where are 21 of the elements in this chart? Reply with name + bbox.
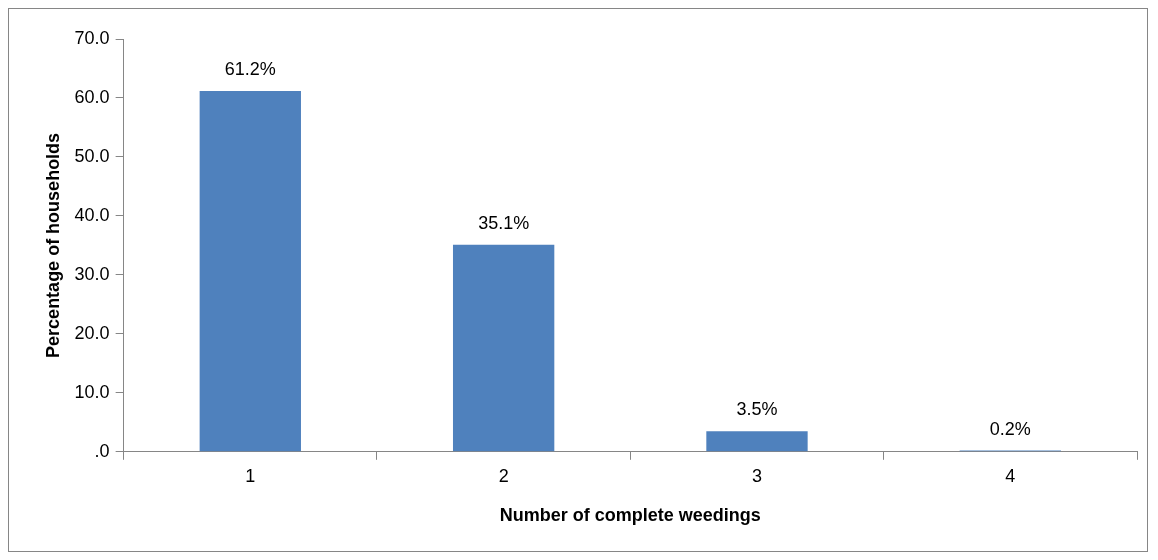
data-label: 0.2% xyxy=(989,418,1031,439)
y-tick-label: 30.0 xyxy=(74,263,110,284)
x-tick-label: 4 xyxy=(1005,465,1016,486)
data-label: 3.5% xyxy=(736,399,778,420)
y-tick-label: 20.0 xyxy=(74,322,110,343)
x-axis-title: Number of complete weedings xyxy=(499,505,761,526)
data-label: 35.1% xyxy=(478,212,530,233)
bar xyxy=(199,90,301,452)
y-tick-label: 70.0 xyxy=(74,27,110,48)
data-label: 61.2% xyxy=(224,58,276,79)
y-tick-label: 10.0 xyxy=(74,381,110,402)
x-tick-label: 3 xyxy=(751,465,762,486)
y-tick-label: 40.0 xyxy=(74,204,110,225)
y-tick-label: 50.0 xyxy=(74,145,110,166)
x-tick-label: 2 xyxy=(498,465,509,486)
x-tick-label: 1 xyxy=(245,465,256,486)
y-tick-label: .0 xyxy=(94,440,110,461)
bar xyxy=(452,244,555,452)
y-tick-label: 60.0 xyxy=(74,86,110,107)
bar xyxy=(706,431,808,452)
y-axis-title: Percentage of households xyxy=(42,132,63,358)
